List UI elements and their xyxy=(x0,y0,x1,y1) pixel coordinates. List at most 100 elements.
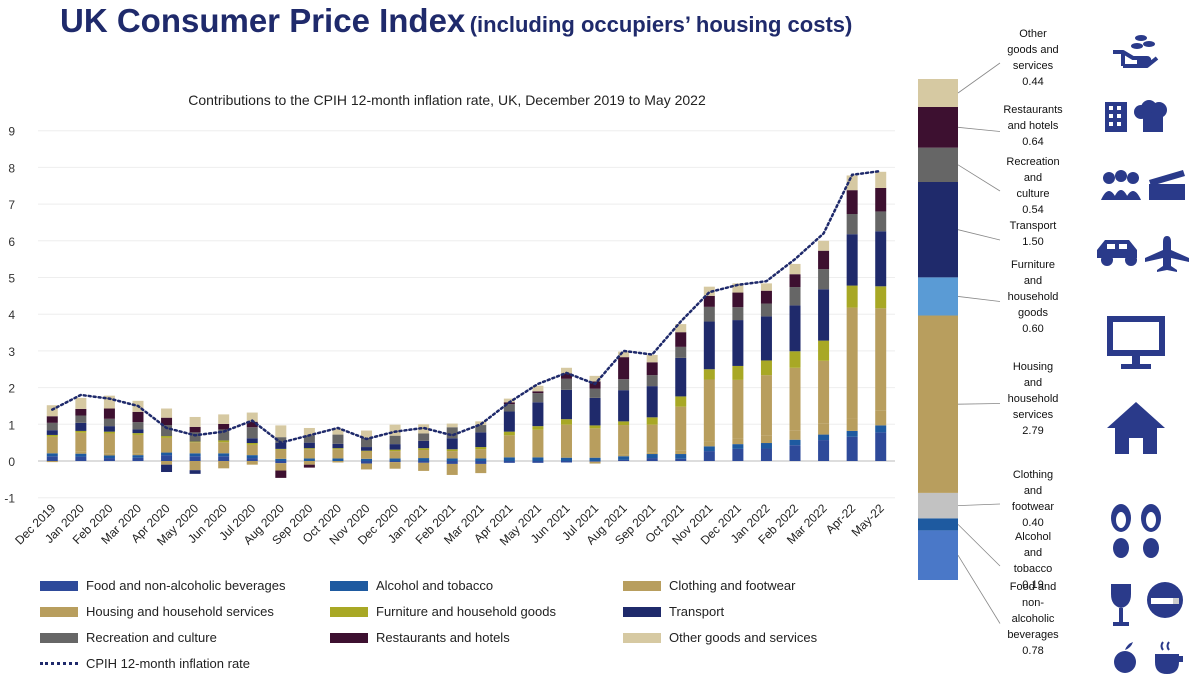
people-clapperboard-icon xyxy=(1101,170,1185,200)
bar-segment xyxy=(246,455,258,459)
bar-segment xyxy=(446,461,458,464)
bar-segment xyxy=(46,453,58,457)
y-tick-label: 2 xyxy=(8,382,15,396)
breakdown-label: and xyxy=(1024,485,1042,497)
bar-segment xyxy=(275,449,287,459)
bar-segment xyxy=(846,285,858,308)
bar-segment xyxy=(361,451,373,459)
bar-segment xyxy=(560,461,572,463)
bar-segment xyxy=(503,457,515,461)
bar-segment xyxy=(846,214,858,235)
bar-segment xyxy=(361,458,373,461)
bar-segment xyxy=(789,263,801,275)
bar-segment xyxy=(389,462,401,469)
bar-segment xyxy=(218,456,230,461)
bar-segment xyxy=(503,404,515,412)
bar-segment xyxy=(618,459,630,461)
bar-segment xyxy=(760,443,772,449)
breakdown-leader xyxy=(957,126,1001,132)
bar-segment xyxy=(475,432,487,448)
bar-segment xyxy=(332,449,344,459)
bar-segment xyxy=(218,461,230,469)
bar-segment xyxy=(875,211,887,232)
bar-segment xyxy=(732,292,744,308)
bar-segment xyxy=(475,425,487,433)
bar-segment xyxy=(732,283,744,293)
breakdown-label: and xyxy=(1024,275,1042,287)
bar-segment xyxy=(589,397,601,426)
bar-segment xyxy=(132,433,144,435)
breakdown-leader xyxy=(957,164,1001,192)
bar-segment xyxy=(303,464,315,468)
bar-segment xyxy=(732,448,744,461)
title-main: UK Consumer Price Index xyxy=(60,2,466,39)
bar-segment xyxy=(675,324,687,333)
bar-segment xyxy=(818,250,830,270)
bar-segment xyxy=(560,367,572,374)
bar-segment xyxy=(75,408,87,416)
breakdown-value: 2.79 xyxy=(1022,425,1043,437)
hotel-chef-icon xyxy=(1105,100,1167,132)
legend-label: Housing and household services xyxy=(86,604,274,619)
bar-segment xyxy=(103,453,115,456)
legend-swatch xyxy=(40,580,78,591)
bar-segment xyxy=(589,388,601,398)
bar-segment xyxy=(646,458,658,461)
bar-segment xyxy=(446,438,458,450)
bar-segment xyxy=(646,454,658,459)
x-tick-label: May-22 xyxy=(849,501,887,539)
bar-segment xyxy=(418,440,430,449)
bar-segment xyxy=(332,429,344,435)
breakdown-label: services xyxy=(1013,60,1054,72)
legend-label: Recreation and culture xyxy=(86,630,217,645)
breakdown-label: Clothing xyxy=(1013,469,1053,481)
bar-segment xyxy=(46,436,58,454)
chart-title: Contributions to the CPIH 12-month infla… xyxy=(188,92,706,108)
bar-segment xyxy=(189,432,201,442)
legend-label: CPIH 12-month inflation rate xyxy=(86,656,251,671)
bar-segment xyxy=(103,458,115,461)
legend-item: Furniture and household goods xyxy=(330,604,556,619)
bar-segment xyxy=(646,362,658,376)
bar-segment xyxy=(875,231,887,287)
bar-segment xyxy=(732,320,744,366)
bar-segment xyxy=(218,440,230,443)
bar-segment xyxy=(418,461,430,463)
bar-segment xyxy=(418,433,430,441)
breakdown-label: non- xyxy=(1022,597,1044,609)
bar-segment xyxy=(875,187,887,212)
bar-segment xyxy=(760,435,772,444)
bar-segment xyxy=(675,332,687,347)
bar-segment xyxy=(218,442,230,454)
bar-segment xyxy=(818,434,830,441)
bar-segment xyxy=(246,412,258,422)
legend-swatch xyxy=(40,632,78,643)
bar-segment xyxy=(675,346,687,358)
bar-segment xyxy=(361,437,373,448)
category-icons xyxy=(1095,0,1194,682)
breakdown-label: beverages xyxy=(1007,629,1059,641)
legend-label: Alcohol and tobacco xyxy=(376,578,494,593)
breakdown-value: 0.44 xyxy=(1022,76,1043,88)
bar-segment xyxy=(446,458,458,461)
page-title: UK Consumer Price Index (including occup… xyxy=(60,2,852,40)
y-tick-label: 7 xyxy=(8,198,15,212)
bar-segment xyxy=(818,340,830,361)
bar-segment xyxy=(75,397,87,409)
bar-segment xyxy=(389,458,401,461)
bar-segment xyxy=(361,450,373,452)
bar-segment xyxy=(161,464,173,473)
bar-segment xyxy=(161,452,173,456)
bar-segment xyxy=(246,461,258,465)
bar-segment xyxy=(246,458,258,461)
bar-segment xyxy=(418,458,430,461)
legend-swatch xyxy=(330,580,368,591)
legend-swatch xyxy=(623,632,661,643)
bar-segment xyxy=(103,418,115,427)
bar-segment xyxy=(189,453,201,457)
bar-segment xyxy=(446,449,458,452)
breakdown-label: and xyxy=(1024,547,1042,559)
y-tick-label: -1 xyxy=(4,492,15,506)
bar-segment xyxy=(503,435,515,456)
bar-segment xyxy=(618,425,630,455)
